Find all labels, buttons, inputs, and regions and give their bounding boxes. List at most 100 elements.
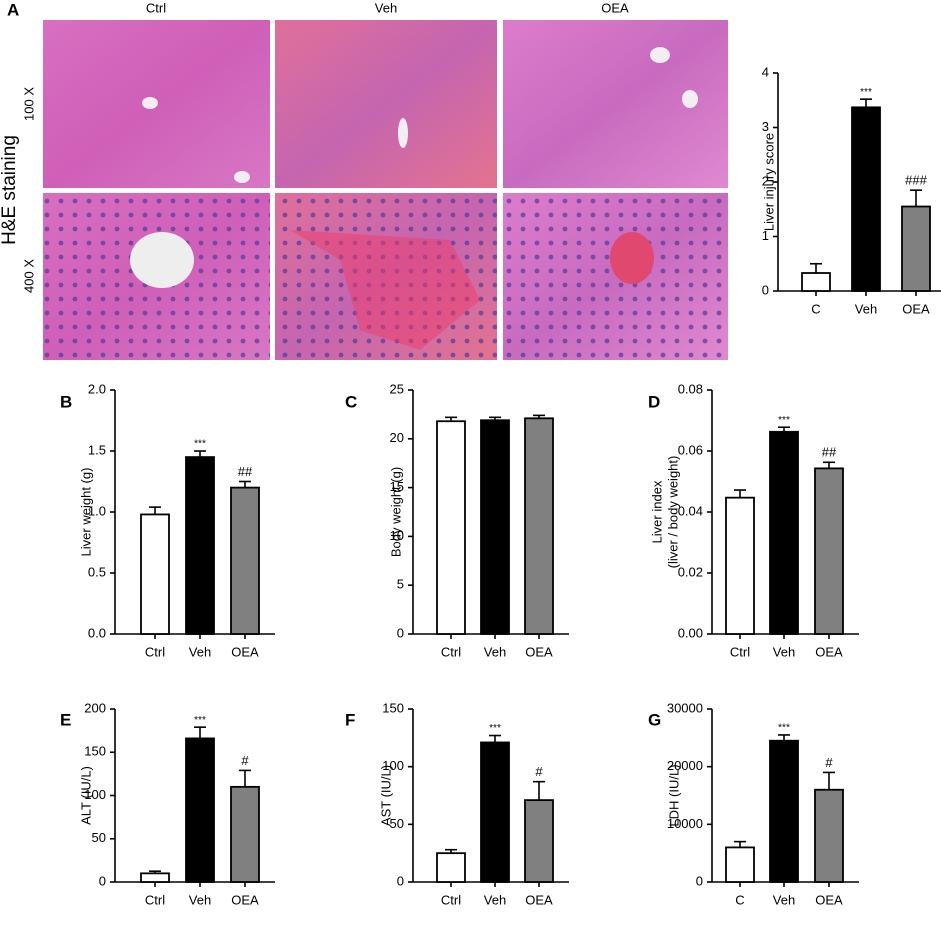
vessel — [142, 97, 158, 109]
y-tick-label: 4 — [762, 64, 769, 79]
vessel — [234, 171, 250, 183]
bar — [230, 486, 260, 635]
histology-images — [43, 20, 728, 360]
bar — [769, 430, 799, 635]
bar — [185, 456, 215, 635]
bar — [814, 788, 844, 883]
y-tick-label: 0.04 — [678, 503, 703, 518]
y-axis-label: LDH (IU/L) — [666, 764, 681, 826]
y-tick-label: 0 — [762, 282, 769, 297]
x-tick-label: OEA — [815, 892, 843, 907]
vessel — [130, 232, 194, 288]
y-tick-label: 1.5 — [88, 442, 106, 457]
y-tick-label: 0.02 — [678, 564, 703, 579]
y-tick-label: 0 — [99, 873, 106, 888]
vessel — [398, 118, 408, 148]
bar — [185, 737, 215, 883]
y-tick-label: 150 — [84, 744, 106, 759]
x-tick-label: OEA — [815, 644, 843, 659]
y-tick-label: 20 — [390, 430, 404, 445]
x-tick-label: Ctrl — [730, 644, 750, 659]
x-tick-label: Veh — [855, 301, 877, 316]
y-tick-label: 5 — [397, 577, 404, 592]
x-tick-label: Veh — [484, 892, 506, 907]
bar — [480, 419, 510, 635]
y-tick-label: 1 — [762, 228, 769, 243]
x-tick-label: C — [735, 892, 744, 907]
significance-label: # — [535, 764, 543, 779]
bar — [725, 496, 755, 635]
x-tick-label: Veh — [189, 892, 211, 907]
column-label: OEA — [601, 0, 629, 15]
panel-label: D — [648, 392, 660, 411]
bar — [769, 739, 799, 883]
y-tick-label: 30000 — [667, 700, 703, 715]
y-axis-label: Liver index — [649, 480, 664, 543]
y-tick-label: 200 — [84, 700, 106, 715]
significance-label: # — [825, 755, 833, 770]
panel-label: G — [648, 710, 661, 729]
row-label: 100 X — [21, 87, 36, 121]
bar — [480, 741, 510, 883]
x-tick-label: Veh — [773, 644, 795, 659]
x-tick-label: Veh — [773, 892, 795, 907]
y-tick-label: 3 — [762, 119, 769, 134]
y-tick-label: 0 — [696, 873, 703, 888]
panel-label: B — [60, 392, 72, 411]
bar — [140, 513, 170, 635]
y-axis-label: Liver weight (g) — [78, 468, 93, 557]
y-tick-label: 100 — [84, 787, 106, 802]
bar — [524, 799, 554, 883]
x-tick-label: C — [811, 301, 820, 316]
y-tick-label: 1.0 — [88, 503, 106, 518]
y-tick-label: 150 — [382, 700, 404, 715]
x-tick-label: OEA — [902, 301, 930, 316]
bar — [851, 106, 881, 292]
significance-label: *** — [489, 723, 501, 734]
y-axis-label: (liver / body weight) — [665, 456, 680, 569]
x-tick-label: OEA — [231, 644, 259, 659]
y-tick-label: 0.5 — [88, 564, 106, 579]
y-tick-label: 0.0 — [88, 625, 106, 640]
y-axis-label: Body weight (g) — [388, 467, 403, 557]
significance-label: ## — [238, 464, 253, 479]
x-tick-label: OEA — [525, 892, 553, 907]
bar — [725, 846, 755, 883]
y-tick-label: 0.06 — [678, 442, 703, 457]
significance-label: *** — [194, 439, 206, 450]
vessel — [682, 90, 698, 108]
significance-label: *** — [778, 415, 790, 426]
y-axis-label: AST (IU/L) — [378, 765, 393, 826]
column-label: Ctrl — [146, 0, 166, 15]
panel-label: C — [345, 392, 357, 411]
x-tick-label: Ctrl — [441, 892, 461, 907]
y-tick-label: 2 — [762, 173, 769, 188]
row-label: 400 X — [21, 259, 36, 293]
y-tick-label: 20000 — [667, 758, 703, 773]
bar — [140, 872, 170, 883]
panel-label: E — [60, 710, 71, 729]
hemorrhage — [290, 230, 480, 350]
bar — [814, 467, 844, 635]
bar — [801, 272, 831, 292]
x-tick-label: Veh — [189, 644, 211, 659]
y-tick-label: 0 — [397, 625, 404, 640]
bar — [901, 205, 931, 292]
x-tick-label: OEA — [231, 892, 259, 907]
bar — [524, 417, 554, 635]
y-tick-label: 50 — [390, 816, 404, 831]
y-tick-label: 0.08 — [678, 381, 703, 396]
y-tick-label: 100 — [382, 758, 404, 773]
significance-label: # — [241, 753, 249, 768]
panel-label: A — [7, 0, 19, 19]
bar — [230, 785, 260, 883]
significance-label: ### — [905, 173, 927, 188]
x-tick-label: Ctrl — [145, 892, 165, 907]
y-tick-label: 0.00 — [678, 625, 703, 640]
y-tick-label: 2.0 — [88, 381, 106, 396]
significance-label: *** — [778, 723, 790, 734]
vessel — [650, 47, 670, 63]
panel-label: F — [345, 710, 355, 729]
vessel — [610, 232, 654, 284]
y-tick-label: 50 — [92, 830, 106, 845]
